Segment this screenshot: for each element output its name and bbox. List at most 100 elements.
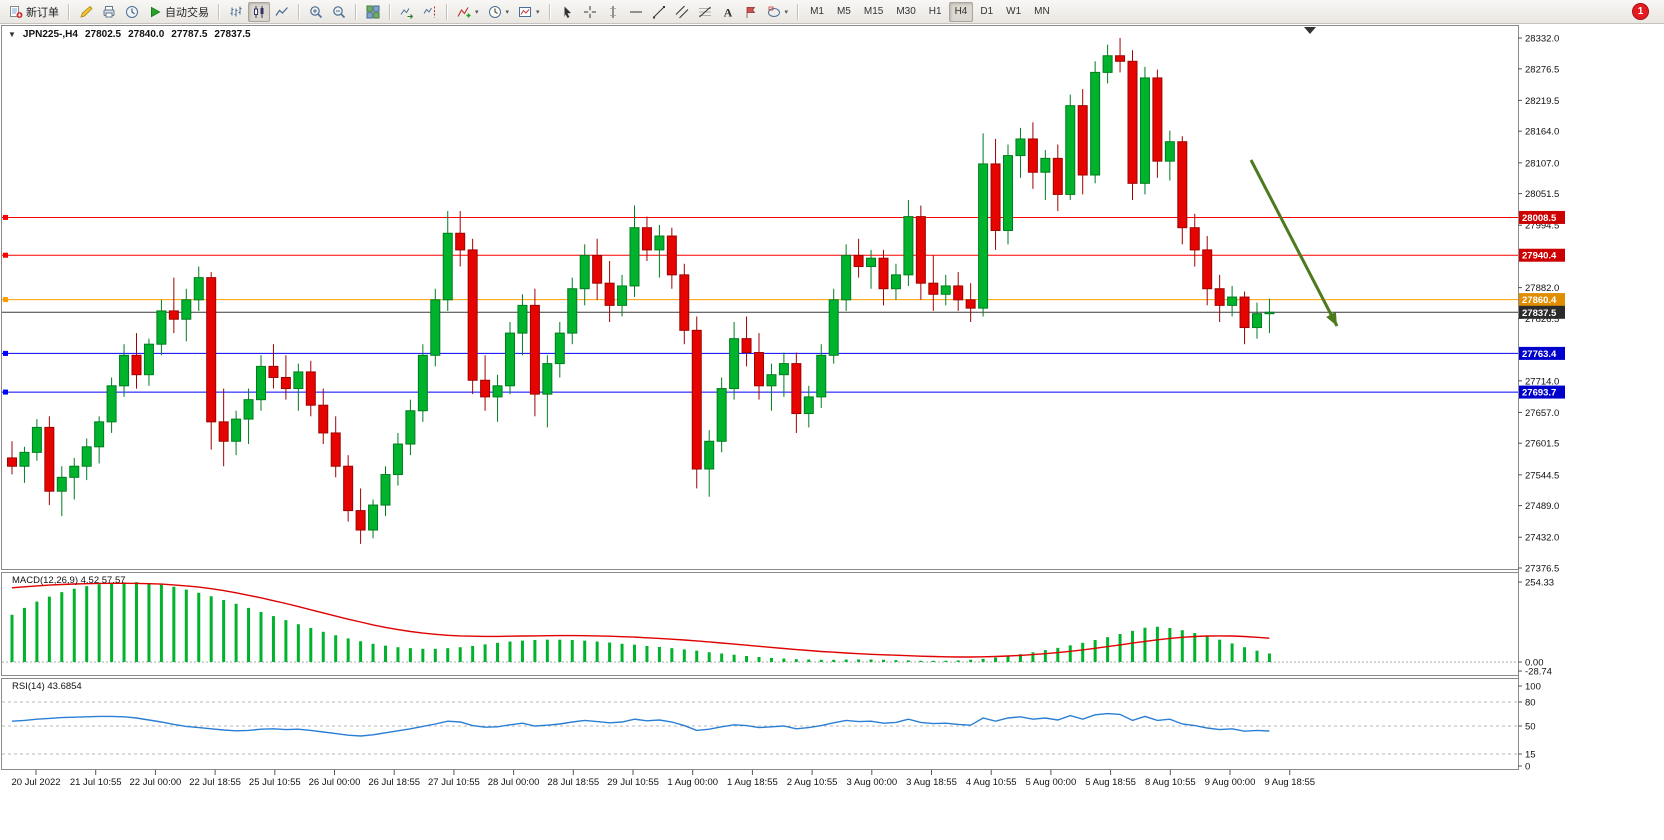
crosshair-button[interactable] [579, 2, 601, 22]
candle [641, 227, 652, 251]
candle [106, 385, 117, 423]
zoom-out-icon [333, 5, 346, 18]
chart-shift-button[interactable] [419, 2, 441, 22]
trend-arrow-annotation[interactable] [1249, 159, 1339, 327]
zoom-out-button[interactable] [328, 2, 350, 22]
candle [1164, 141, 1175, 162]
print-preview-button[interactable] [98, 2, 120, 22]
zoom-in-button[interactable] [305, 2, 327, 22]
candle [305, 371, 316, 406]
price-tick-label: 27882.0 [1525, 283, 1559, 294]
bar-chart-button[interactable] [225, 2, 247, 22]
arrows-button[interactable] [740, 2, 762, 22]
candle [853, 254, 864, 268]
toolbar: 新订单 自动交易 ▾ ▾ ▾ A ▾ M1 M5 M15 M30 H1 H4 D1 W1 MN 1 [0, 0, 1664, 24]
timeframe-d1-button[interactable]: D1 [974, 2, 999, 22]
templates-button[interactable]: ▾ [514, 2, 544, 22]
timeframe-m15-button[interactable]: M15 [858, 2, 889, 22]
line-anchor-marker[interactable] [3, 297, 8, 303]
candle [766, 374, 777, 387]
periods-button[interactable]: ▾ [484, 2, 514, 22]
text-icon: A [723, 5, 732, 19]
price-tick-label: 27826.5 [1525, 314, 1559, 325]
price-tick-label: 27376.5 [1525, 564, 1559, 575]
price-badge-label: 27693.7 [1522, 388, 1556, 399]
rsi-axis-label: 50 [1525, 722, 1536, 733]
candle [343, 465, 354, 512]
time-label: 4 Aug 10:55 [966, 777, 1017, 788]
line-anchor-marker[interactable] [3, 389, 8, 395]
new-order-icon [10, 5, 23, 18]
timeframe-h1-button[interactable]: H1 [923, 2, 948, 22]
ohlc-close: 27837.5 [214, 29, 251, 40]
candle [928, 282, 939, 295]
price-badge [1519, 248, 1565, 262]
horizontal-line-button[interactable] [625, 2, 647, 22]
indicators-button[interactable]: ▾ [453, 2, 483, 22]
candle [1152, 77, 1163, 162]
candle [181, 299, 192, 320]
periods-icon [488, 5, 501, 18]
trendline-button[interactable] [648, 2, 670, 22]
shapes-button[interactable]: ▾ [763, 2, 793, 22]
notification-badge[interactable]: 1 [1632, 3, 1649, 20]
fibonacci-button[interactable] [694, 2, 716, 22]
dropdown-caret-icon: ▾ [784, 8, 789, 16]
main-chart-panel[interactable] [1, 25, 1519, 570]
time-label: 9 Aug 18:55 [1264, 777, 1315, 788]
crosshair-icon [583, 5, 596, 18]
candle [44, 426, 55, 492]
rsi-panel[interactable] [1, 678, 1519, 770]
macd-signal-line [11, 582, 1270, 658]
candle [1202, 249, 1213, 290]
candle [131, 354, 142, 376]
chart-shift-marker[interactable] [1304, 27, 1316, 34]
line-anchor-marker[interactable] [3, 252, 8, 258]
vertical-line-button[interactable] [602, 2, 624, 22]
autotrading-button[interactable]: 自动交易 [144, 2, 213, 22]
timeframe-m30-button[interactable]: M30 [890, 2, 921, 22]
time-label: 27 Jul 10:55 [428, 777, 480, 788]
tile-windows-button[interactable] [362, 2, 384, 22]
candle [704, 440, 715, 470]
time-label: 1 Aug 00:00 [667, 777, 718, 788]
one-click-trading-toggle[interactable]: ▼ [8, 30, 16, 39]
auto-scroll-button[interactable] [396, 2, 418, 22]
candle [1115, 55, 1126, 62]
candle [368, 504, 379, 531]
text-button[interactable]: A [717, 2, 739, 22]
line-anchor-marker[interactable] [3, 214, 8, 220]
time-label: 3 Aug 00:00 [846, 777, 897, 788]
cursor-button[interactable] [556, 2, 578, 22]
candle [617, 285, 628, 306]
rsi-axis-label: 80 [1525, 698, 1536, 709]
timeframe-m5-button[interactable]: M5 [831, 2, 857, 22]
symbol-period-label: JPN225-,H4 [22, 29, 78, 40]
auto-scroll-icon [400, 7, 413, 19]
candle [455, 232, 466, 251]
price-tick-label: 28276.5 [1525, 64, 1559, 75]
timeframe-h4-button[interactable]: H4 [948, 1, 974, 22]
metaeditor-button[interactable] [75, 2, 97, 22]
candle [56, 476, 67, 492]
rsi-axis-label: 15 [1525, 750, 1536, 761]
candle [81, 446, 92, 467]
market-watch-button[interactable] [121, 2, 143, 22]
new-order-button[interactable]: 新订单 [5, 2, 63, 22]
candle [990, 163, 1001, 231]
price-tick-label: 27657.0 [1525, 408, 1559, 419]
equidistant-channel-button[interactable] [671, 2, 693, 22]
dropdown-caret-icon: ▾ [475, 8, 479, 16]
candle [480, 379, 491, 398]
timeframe-m1-button[interactable]: M1 [804, 2, 830, 22]
line-anchor-marker[interactable] [3, 350, 8, 356]
candlestick-chart-button[interactable] [248, 1, 270, 22]
candle [442, 232, 453, 301]
line-chart-button[interactable] [271, 2, 293, 22]
timeframe-mn-button[interactable]: MN [1028, 2, 1056, 22]
timeframe-w1-button[interactable]: W1 [1000, 2, 1027, 22]
trendline-icon [652, 5, 665, 18]
templates-icon [519, 6, 532, 17]
candle [143, 343, 154, 376]
